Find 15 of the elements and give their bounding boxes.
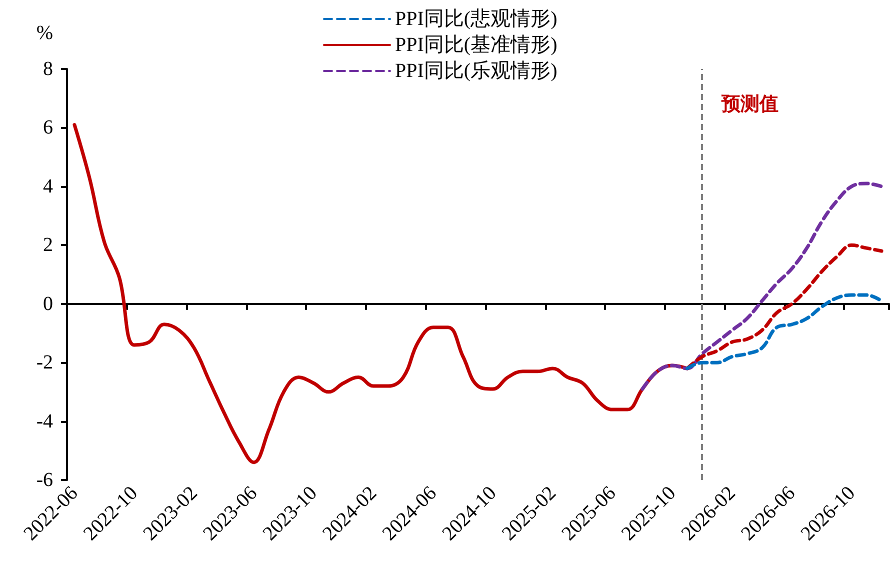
y-tick-label: 2: [43, 234, 53, 256]
y-tick-label: 8: [43, 58, 53, 80]
legend-label: PPI同比(乐观情形): [395, 60, 558, 82]
y-tick-label: 6: [43, 116, 53, 139]
y-tick-label: -4: [36, 410, 53, 432]
y-axis-title: %: [36, 22, 53, 44]
y-tick-label: 0: [43, 292, 53, 315]
annotation: 预测值: [720, 94, 779, 115]
legend-label: PPI同比(悲观情形): [395, 8, 558, 30]
y-tick-label: 4: [43, 175, 53, 198]
y-tick-label: -2: [36, 352, 53, 374]
line-series: [640, 182, 884, 391]
line-series: [685, 293, 884, 370]
legend-label: PPI同比(基准情形): [395, 34, 558, 56]
y-tick-label: -6: [36, 469, 53, 491]
